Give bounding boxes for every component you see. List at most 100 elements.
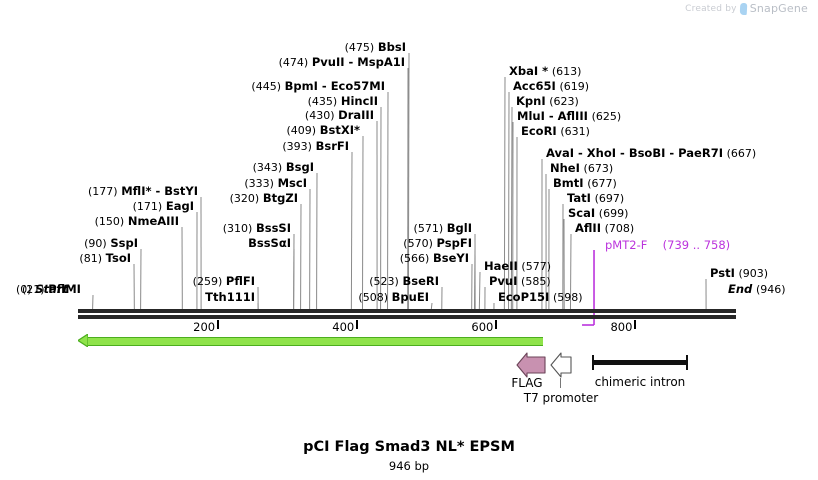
site-name: MflI* - BstYI (121, 184, 198, 198)
site-label-psti-903[interactable]: PstI (903) (710, 267, 768, 280)
site-label-nhei-673[interactable]: NheI (673) (550, 162, 613, 175)
site-label-tati-697[interactable]: TatI (697) (567, 192, 624, 205)
site-label-mfli-bstyi-177[interactable]: (177) MflI* - BstYI (0, 185, 198, 198)
ruler-label-800: 800 (610, 320, 633, 334)
site-label-hincii-435[interactable]: (435) HincII (0, 95, 378, 108)
site-position: (566) (399, 252, 430, 265)
site-name: TsoI (105, 251, 131, 265)
site-label-acc65i-619[interactable]: Acc65I (619) (513, 80, 589, 93)
site-name: NmeAIII (127, 214, 179, 228)
site-label-bbsi-475[interactable]: (475) BbsI (0, 41, 406, 54)
site-label-kpni-623[interactable]: KpnI (623) (516, 95, 579, 108)
orf-arrow-head (78, 334, 88, 347)
site-label-ecori-631[interactable]: EcoRI (631) (521, 125, 590, 138)
site-name: AflII (575, 221, 601, 235)
site-name: BmtI (553, 176, 584, 190)
site-name: EcoP15I (498, 290, 550, 304)
primer-label-pmt2-f[interactable]: pMT2-F (739 .. 758) (605, 238, 731, 252)
site-position: (150) (94, 215, 125, 228)
site-name: PvuII - MspA1I (311, 55, 405, 69)
site-name: PflFI (225, 274, 255, 288)
site-position: (699) (598, 207, 629, 220)
site-label-bseri-523[interactable]: (523) BseRI (0, 275, 439, 288)
site-label-bsrfi-393[interactable]: (393) BsrFI (0, 140, 349, 153)
site-name: BssSI (255, 221, 291, 235)
site-label-tsoi-81[interactable]: (81) TsoI (0, 252, 131, 265)
site-label-bsssi-310[interactable]: (310) BssSI (0, 222, 291, 235)
site-label-mlui-afliii-625[interactable]: MluI - AflIII (625) (517, 110, 621, 123)
site-position: (667) (726, 147, 757, 160)
feature-t7-promoter-arrow[interactable] (550, 352, 572, 378)
site-name: SspI (110, 236, 138, 250)
marker-end[interactable]: End (946) (728, 282, 786, 296)
site-position: (409) (286, 124, 317, 137)
site-name: BseYI (432, 251, 469, 265)
site-position: (697) (594, 192, 625, 205)
ruler-label-600: 600 (471, 320, 494, 334)
site-label-pflfi-259[interactable]: (259) PflFI (0, 275, 255, 288)
site-position: (613) (551, 65, 582, 78)
site-label-bgli-571[interactable]: (571) BglI (0, 222, 472, 235)
site-position: (585) (521, 275, 551, 288)
site-label-btgzi-320[interactable]: (320) BtgZI (0, 192, 298, 205)
site-label-avai-xhoi-bsobi-paer7i-667[interactable]: AvaI - XhoI - BsoBI - PaeR7I (667) (546, 147, 756, 160)
site-position: (673) (583, 162, 614, 175)
site-label-nmeaiii-150[interactable]: (150) NmeAIII (0, 215, 179, 228)
marker-start[interactable]: (0) Start (16, 282, 68, 296)
site-label-bsss-i-310[interactable]: BssSαI (0, 237, 291, 249)
site-position: (474) (278, 56, 309, 69)
plasmid-length: 946 bp (388, 459, 430, 473)
site-label-pflmi[interactable]: (21) PflMI (22, 282, 81, 296)
feature-label-chimeric-intron: chimeric intron (594, 375, 686, 389)
plasmid-backbone-bottom (78, 315, 736, 319)
site-label-aflii-708[interactable]: AflII (708) (575, 222, 634, 235)
intron-cap-right (686, 355, 688, 370)
site-label-pvui-585[interactable]: PvuI (585) (489, 275, 551, 288)
site-position: (343) (252, 161, 283, 174)
site-label-draiii-430[interactable]: (430) DraIII (0, 109, 374, 122)
site-name: AvaI - XhoI - BsoBI - PaeR7I (546, 146, 723, 160)
site-position: (625) (591, 110, 622, 123)
watermark-created-by: Created by (685, 3, 737, 14)
site-label-bpuei-508[interactable]: (508) BpuEI (0, 291, 429, 304)
site-name: PvuI (489, 274, 518, 288)
site-name: BstXI* (319, 123, 360, 137)
feature-label-t7-promoter: T7 promoter (523, 391, 599, 405)
site-name: BsgI (285, 160, 314, 174)
site-label-msci-333[interactable]: (333) MscI (0, 177, 307, 190)
ruler-tick-800 (634, 320, 637, 329)
ruler-tick-600 (495, 320, 498, 329)
site-label-eagi-171[interactable]: (171) EagI (0, 200, 194, 213)
site-label-bstxi-409[interactable]: (409) BstXI* (0, 124, 360, 137)
site-label-pspfi-570[interactable]: (570) PspFI (0, 237, 472, 250)
site-label-scai-699[interactable]: ScaI (699) (568, 207, 628, 220)
site-name: PspFI (436, 236, 472, 250)
site-name: MluI - AflIII (517, 109, 588, 123)
ruler-label-200: 200 (193, 320, 216, 334)
site-name: Tth111I (205, 290, 255, 304)
site-position: (310) (222, 222, 253, 235)
feature-flag-arrow[interactable] (516, 352, 546, 378)
site-label-bmti-677[interactable]: BmtI (677) (553, 177, 617, 190)
site-label-sspi-90[interactable]: (90) SspI (0, 237, 138, 250)
feature-chimeric-intron-bar[interactable] (592, 360, 688, 365)
ruler-label-400: 400 (332, 320, 355, 334)
site-label-ecop15i-598[interactable]: EcoP15I (598) (498, 291, 583, 304)
site-label-bsgi-343[interactable]: (343) BsgI (0, 161, 314, 174)
site-position: (570) (403, 237, 433, 250)
site-name: MscI (277, 176, 307, 190)
site-label-bseyi-566[interactable]: (566) BseYI (0, 252, 469, 265)
site-name: BseRI (402, 274, 439, 288)
site-name: EagI (165, 199, 194, 213)
site-label-bpmi-eco57mi-445[interactable]: (445) BpmI - Eco57MI (0, 80, 385, 93)
site-label-pvuii-mspa1i-474[interactable]: (474) PvuII - MspA1I (0, 56, 405, 69)
orf-arrow-body[interactable] (86, 337, 543, 346)
site-label-tth111i-259[interactable]: Tth111I (0, 291, 255, 303)
site-position: (577) (521, 260, 551, 273)
site-name: PstI (710, 266, 735, 280)
site-name: HincII (340, 94, 378, 108)
snapgene-watermark: Created by SnapGene (685, 2, 808, 15)
site-label-xbai-613[interactable]: XbaI * (613) (509, 65, 581, 78)
feature-leader-t7-promoter (560, 378, 561, 388)
site-label-haeii-577[interactable]: HaeII (577) (484, 260, 551, 273)
